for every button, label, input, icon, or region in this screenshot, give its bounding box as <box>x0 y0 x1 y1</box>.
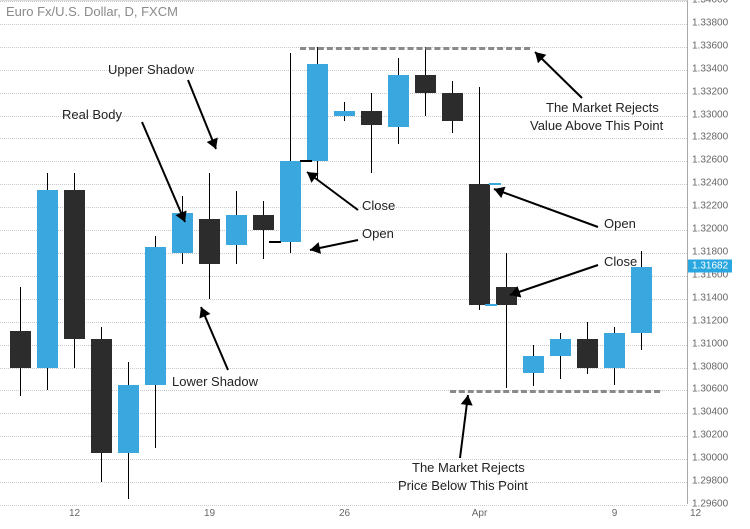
gridline <box>0 505 687 506</box>
gridline <box>0 299 687 300</box>
candlestick-chart: Euro Fx/U.S. Dollar, D, FXCM 1.296001.29… <box>0 0 750 529</box>
gridline <box>0 184 687 185</box>
x-axis-label: 12 <box>69 508 80 519</box>
x-axis-label: Apr <box>472 508 488 519</box>
candle-body <box>91 339 112 454</box>
plot-area <box>0 0 688 504</box>
candle-body <box>604 333 625 367</box>
label-rejects-below-2: Price Below This Point <box>398 478 528 493</box>
y-axis-current-price: 1.31682 <box>688 259 732 272</box>
x-axis-label: 12 <box>690 508 701 519</box>
candle-body <box>280 161 301 241</box>
label-open: Open <box>362 226 394 241</box>
candle-body <box>307 64 328 161</box>
y-axis-label: 1.32800 <box>692 132 728 143</box>
gridline <box>0 1 687 2</box>
y-axis-label: 1.31400 <box>692 292 728 303</box>
tick-close-candle11 <box>300 160 312 162</box>
gridline <box>0 276 687 277</box>
y-axis-label: 1.32200 <box>692 201 728 212</box>
gridline <box>0 138 687 139</box>
label-rejects-above-1: The Market Rejects <box>546 100 659 115</box>
gridline <box>0 253 687 254</box>
y-axis-label: 1.34000 <box>692 0 728 6</box>
label-rejects-above-2: Value Above This Point <box>530 118 663 133</box>
candle-body <box>253 215 274 230</box>
candle-body <box>361 111 382 125</box>
candle-body <box>334 111 355 116</box>
label-rejects-below-1: The Market Rejects <box>412 460 525 475</box>
candle-body <box>496 287 517 304</box>
candle-body <box>469 184 490 304</box>
label-upper-shadow: Upper Shadow <box>108 62 194 77</box>
candle-body <box>523 356 544 373</box>
candle-body <box>577 339 598 368</box>
y-axis-label: 1.32000 <box>692 224 728 235</box>
gridline <box>0 24 687 25</box>
y-axis-label: 1.33600 <box>692 40 728 51</box>
gridline <box>0 161 687 162</box>
gridline <box>0 459 687 460</box>
hline-below <box>450 390 660 393</box>
candle-body <box>415 75 436 92</box>
chart-title: Euro Fx/U.S. Dollar, D, FXCM <box>6 4 178 19</box>
candle-body <box>199 219 220 265</box>
label-close2: Close <box>604 254 637 269</box>
candle-body <box>10 331 31 368</box>
x-axis-label: 9 <box>612 508 618 519</box>
candle-body <box>550 339 571 356</box>
label-open2: Open <box>604 216 636 231</box>
y-axis-label: 1.31200 <box>692 315 728 326</box>
y-axis-label: 1.30600 <box>692 384 728 395</box>
y-axis-label: 1.33800 <box>692 17 728 28</box>
candle-body <box>118 385 139 454</box>
y-axis-label: 1.31800 <box>692 247 728 258</box>
candle-body <box>37 190 58 368</box>
y-axis-label: 1.33400 <box>692 63 728 74</box>
gridline <box>0 70 687 71</box>
candle-body <box>64 190 85 339</box>
tick-open-candle11 <box>269 241 281 243</box>
candle-body <box>172 213 193 253</box>
label-close: Close <box>362 198 395 213</box>
tick-open-candle18 <box>489 183 501 185</box>
y-axis-label: 1.33200 <box>692 86 728 97</box>
tick-close-candle19 <box>485 304 497 306</box>
candle-body <box>226 215 247 245</box>
candle-body <box>442 93 463 122</box>
y-axis-label: 1.32400 <box>692 178 728 189</box>
y-axis-label: 1.30200 <box>692 430 728 441</box>
gridline <box>0 482 687 483</box>
gridline <box>0 93 687 94</box>
candle-body <box>145 247 166 384</box>
y-axis-label: 1.30000 <box>692 453 728 464</box>
candle-body <box>631 267 652 333</box>
y-axis-label: 1.32600 <box>692 155 728 166</box>
hline-above <box>300 47 530 50</box>
candle-wick <box>263 201 264 258</box>
gridline <box>0 230 687 231</box>
y-axis-label: 1.31000 <box>692 338 728 349</box>
y-axis-label: 1.30400 <box>692 407 728 418</box>
label-real-body: Real Body <box>62 107 122 122</box>
x-axis-label: 19 <box>204 508 215 519</box>
gridline <box>0 207 687 208</box>
y-axis-label: 1.33000 <box>692 109 728 120</box>
y-axis-label: 1.29800 <box>692 476 728 487</box>
x-axis-label: 26 <box>339 508 350 519</box>
candle-body <box>388 75 409 127</box>
label-lower-shadow: Lower Shadow <box>172 374 258 389</box>
candle-wick <box>506 253 507 388</box>
y-axis-label: 1.30800 <box>692 361 728 372</box>
candle-wick <box>371 93 372 173</box>
gridline <box>0 322 687 323</box>
